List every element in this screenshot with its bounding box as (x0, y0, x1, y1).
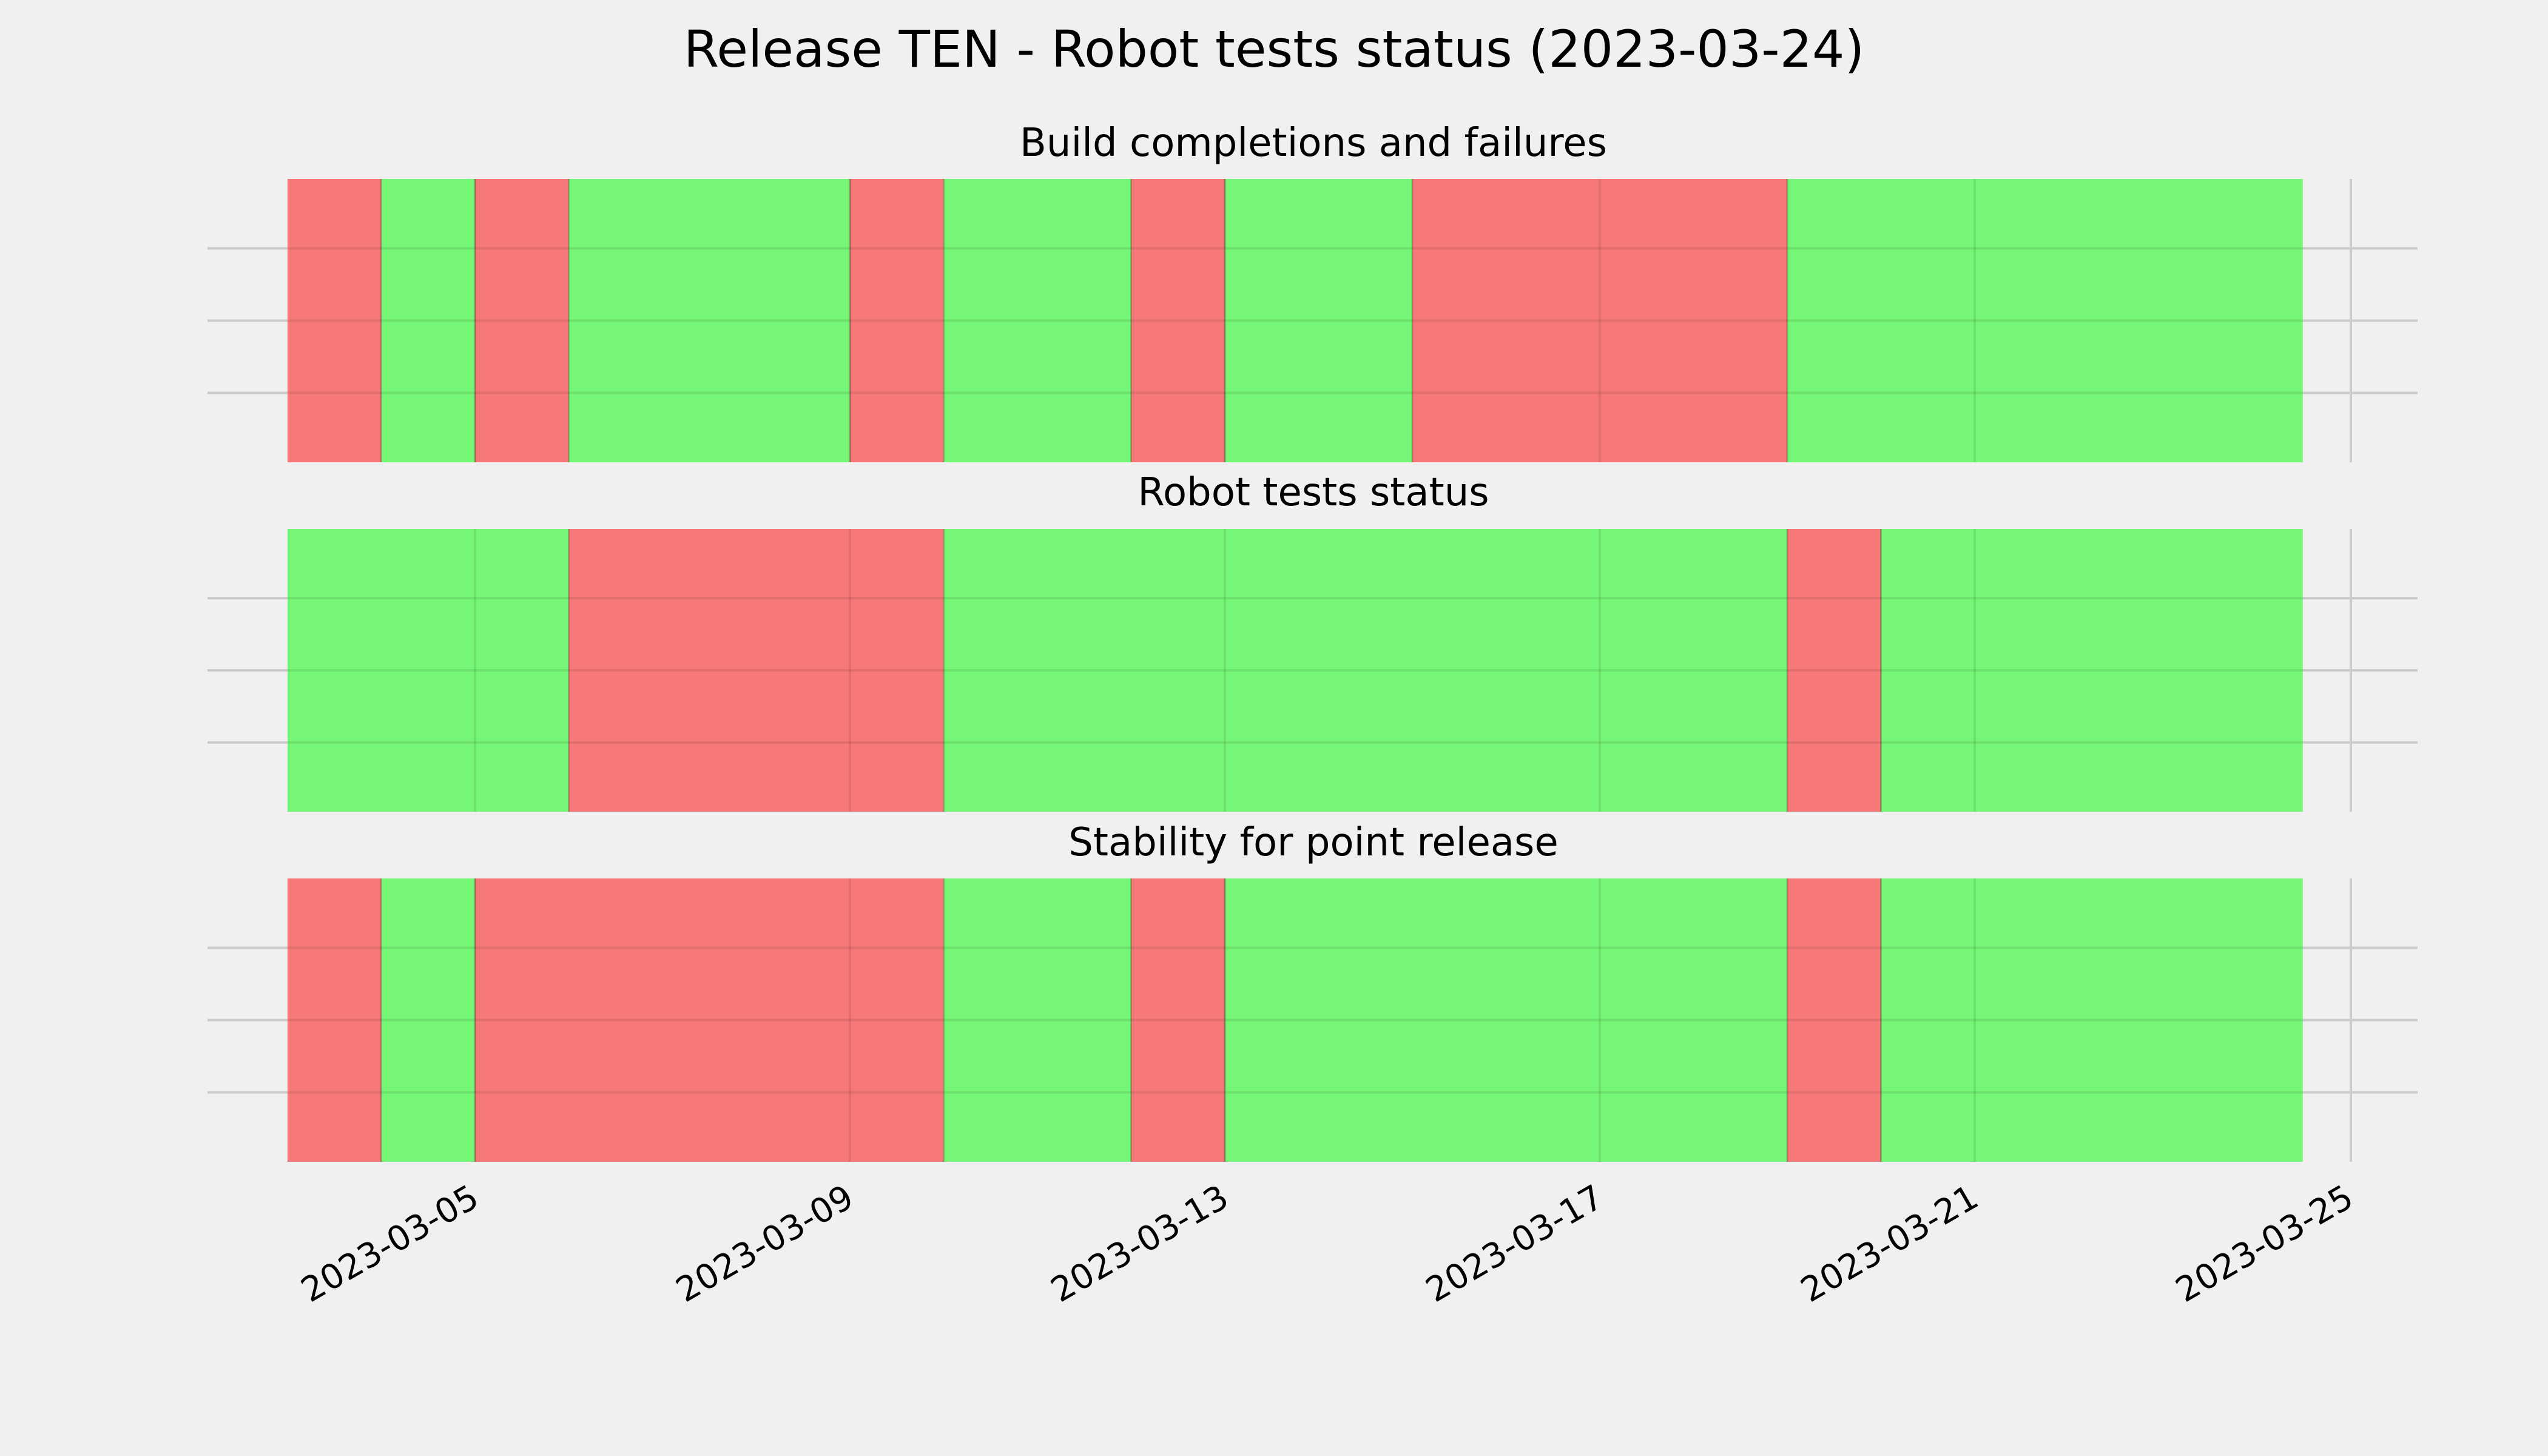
segment-pass (1881, 529, 2303, 812)
segment-fail (568, 529, 944, 812)
segment-pass (568, 179, 850, 462)
segment-fail (1787, 878, 1881, 1162)
segment-pass (381, 878, 475, 1162)
segment-fail (850, 179, 944, 462)
x-tick-label: 2023-03-05 (295, 1178, 485, 1310)
panel-stability-title: Stability for point release (1068, 820, 1559, 865)
segment-fail (288, 179, 382, 462)
segment-pass (381, 179, 475, 462)
chart-title: Release TEN - Robot tests status (2023-0… (684, 19, 1864, 79)
panel-robot-tests: Robot tests status (207, 470, 2418, 812)
segment-pass (1881, 878, 2303, 1162)
segment-pass (943, 179, 1131, 462)
panel-build: Build completions and failures (207, 121, 2418, 462)
segment-fail (1787, 529, 1881, 812)
panel-robot-tests-title: Robot tests status (1138, 470, 1489, 515)
segment-fail (1131, 878, 1225, 1162)
segment-pass (1225, 878, 1787, 1162)
segment-pass (1787, 179, 2303, 462)
panel-stability: Stability for point release (207, 820, 2418, 1162)
x-axis: 2023-03-05 2023-03-09 2023-03-13 2023-03-17… (295, 1178, 2360, 1310)
x-tick-label: 2023-03-09 (670, 1178, 860, 1310)
segment-pass (288, 529, 569, 812)
x-tick-label: 2023-03-25 (2169, 1178, 2360, 1310)
segment-fail (1412, 179, 1787, 462)
segment-pass (943, 878, 1131, 1162)
segment-pass (1225, 179, 1412, 462)
x-tick-label: 2023-03-13 (1045, 1178, 1235, 1310)
x-tick-label: 2023-03-17 (1420, 1178, 1610, 1310)
segment-fail (288, 878, 382, 1162)
x-tick-label: 2023-03-21 (1795, 1178, 1985, 1310)
segment-pass (943, 529, 1787, 812)
segment-fail (475, 179, 569, 462)
panel-build-title: Build completions and failures (1020, 121, 1607, 166)
segment-fail (1131, 179, 1225, 462)
segment-fail (475, 878, 944, 1162)
